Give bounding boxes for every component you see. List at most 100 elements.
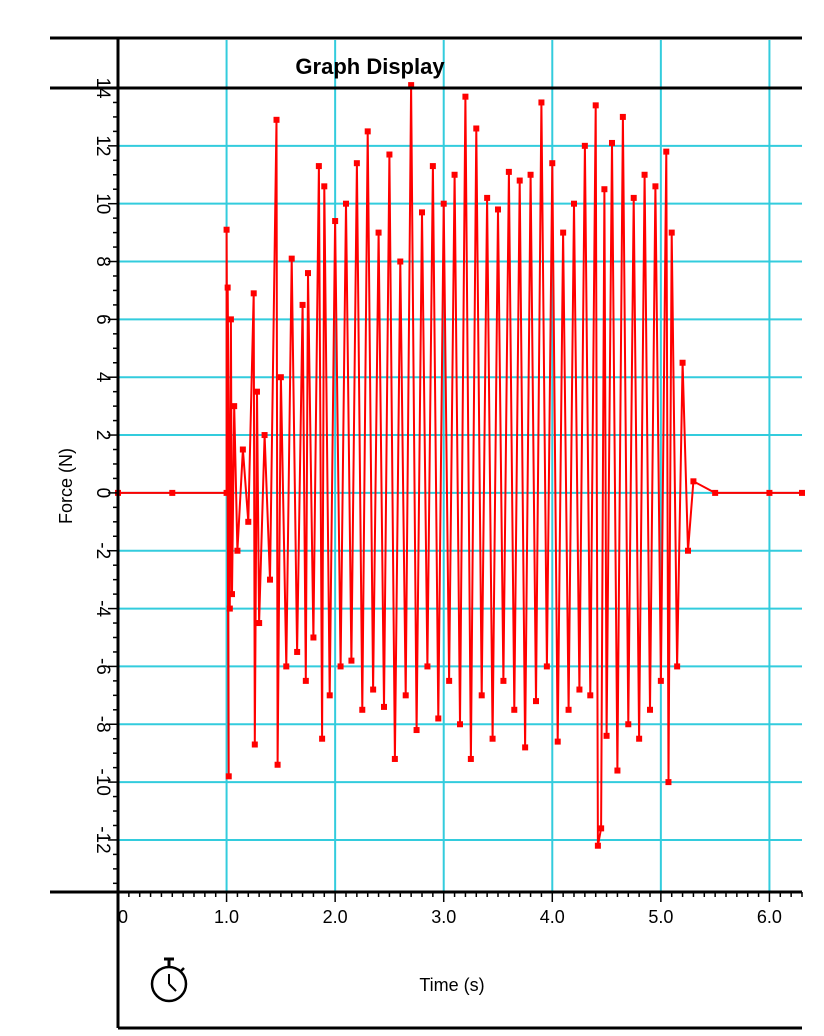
data-point-0-19 xyxy=(273,116,280,123)
data-point-0-30 xyxy=(319,735,326,742)
data-point-0-12 xyxy=(245,518,252,525)
data-point-0-3 xyxy=(223,226,230,233)
data-point-0-17 xyxy=(261,432,268,439)
data-point-0-36 xyxy=(348,657,355,664)
data-point-0-11 xyxy=(239,446,246,453)
data-point-0-78 xyxy=(576,686,583,693)
data-point-0-43 xyxy=(386,151,393,158)
data-point-0-100 xyxy=(679,359,686,366)
y-tick-label-13: -12 xyxy=(92,826,113,853)
data-point-0-9 xyxy=(231,403,238,410)
data-point-0-41 xyxy=(375,229,382,236)
data-point-0-18 xyxy=(267,576,273,583)
y-tick-label-12: -10 xyxy=(92,768,113,795)
data-point-0-97 xyxy=(665,779,672,786)
data-point-0-61 xyxy=(484,194,491,201)
data-point-0-25 xyxy=(299,301,306,308)
data-point-0-33 xyxy=(332,218,339,225)
data-point-0-31 xyxy=(321,183,328,190)
data-point-0-21 xyxy=(277,374,284,381)
data-point-0-37 xyxy=(353,160,360,167)
data-point-0-64 xyxy=(500,677,507,684)
data-point-0-56 xyxy=(457,721,463,728)
data-point-0-90 xyxy=(630,194,637,201)
data-point-0-1 xyxy=(169,489,176,496)
data-point-0-23 xyxy=(288,255,295,262)
y-tick-label-6: 2 xyxy=(92,430,113,441)
data-point-0-105 xyxy=(799,489,805,496)
data-point-0-39 xyxy=(364,128,371,135)
data-point-0-51 xyxy=(429,163,436,170)
data-point-0-70 xyxy=(533,698,539,705)
data-point-0-46 xyxy=(402,692,409,699)
data-point-0-84 xyxy=(601,186,608,193)
data-point-0-40 xyxy=(370,686,377,693)
data-point-0-65 xyxy=(505,168,512,175)
data-point-0-38 xyxy=(359,706,366,713)
data-point-0-76 xyxy=(565,706,572,713)
data-point-0-101 xyxy=(685,547,691,554)
data-point-0-58 xyxy=(467,755,474,762)
data-point-0-15 xyxy=(253,388,260,395)
data-point-0-89 xyxy=(625,721,632,728)
data-point-0-26 xyxy=(302,677,309,684)
data-point-0-29 xyxy=(315,163,322,170)
data-point-0-79 xyxy=(581,142,588,149)
data-point-0-52 xyxy=(435,715,442,722)
data-point-0-68 xyxy=(522,744,529,751)
y-tick-label-2: 10 xyxy=(92,193,113,214)
data-point-0-35 xyxy=(343,200,349,207)
data-point-0-98 xyxy=(668,229,675,236)
x-tick-label-3: 3.0 xyxy=(431,907,456,927)
data-point-0-8 xyxy=(229,591,235,598)
y-tick-label-3: 8 xyxy=(92,256,113,267)
data-point-0-60 xyxy=(478,692,485,699)
data-point-0-55 xyxy=(451,171,458,178)
data-point-0-53 xyxy=(440,200,447,207)
x-tick-label-1: 1.0 xyxy=(214,907,239,927)
data-point-0-62 xyxy=(489,735,496,742)
data-point-0-49 xyxy=(419,209,425,216)
grid-layer xyxy=(118,40,802,892)
stopwatch-icon[interactable] xyxy=(150,957,188,1003)
data-point-0-69 xyxy=(527,171,534,178)
data-point-0-87 xyxy=(614,767,621,774)
x-axis-label: Time (s) xyxy=(419,975,484,995)
data-point-0-102 xyxy=(690,478,697,485)
data-point-0-73 xyxy=(549,160,556,167)
data-point-0-10 xyxy=(234,547,241,554)
data-point-0-95 xyxy=(657,677,664,684)
data-point-0-88 xyxy=(619,113,626,120)
tick-layer: 14 12 10 8 6 4 2 0 -2 -4 -6 -8 -10 -12 0 1.0 2.0 3.0 4.0 5.… xyxy=(92,77,803,927)
y-tick-label-5: 4 xyxy=(92,372,113,383)
x-tick-label-6: 6.0 xyxy=(757,907,782,927)
data-point-0-24 xyxy=(294,648,301,655)
data-point-0-91 xyxy=(636,735,643,742)
y-tick-label-0: 14 xyxy=(92,77,113,99)
data-point-0-16 xyxy=(256,620,263,627)
x-tick-label-0: 0 xyxy=(118,907,128,927)
data-point-0-48 xyxy=(413,727,420,734)
data-point-0-66 xyxy=(511,706,518,713)
x-tick-label-5: 5.0 xyxy=(648,907,673,927)
data-point-0-42 xyxy=(381,703,387,710)
data-point-0-13 xyxy=(250,290,257,297)
data-point-0-81 xyxy=(592,102,599,109)
y-tick-label-7: 0 xyxy=(92,488,113,499)
data-point-0-4 xyxy=(225,773,232,780)
data-point-0-54 xyxy=(446,677,453,684)
data-point-0-99 xyxy=(674,663,681,670)
x-tick-label-2: 2.0 xyxy=(323,907,348,927)
data-point-0-104 xyxy=(766,489,773,496)
data-point-0-94 xyxy=(652,183,659,190)
data-point-0-74 xyxy=(554,738,561,745)
data-point-0-92 xyxy=(641,171,648,178)
data-point-0-103 xyxy=(712,489,719,496)
y-tick-label-11: -8 xyxy=(92,716,113,733)
data-point-0-47 xyxy=(408,82,415,89)
frame-layer xyxy=(50,36,802,1030)
y-axis-label: Force (N) xyxy=(56,448,76,524)
series-line-0 xyxy=(118,85,802,846)
y-tick-label-8: -2 xyxy=(92,542,113,559)
